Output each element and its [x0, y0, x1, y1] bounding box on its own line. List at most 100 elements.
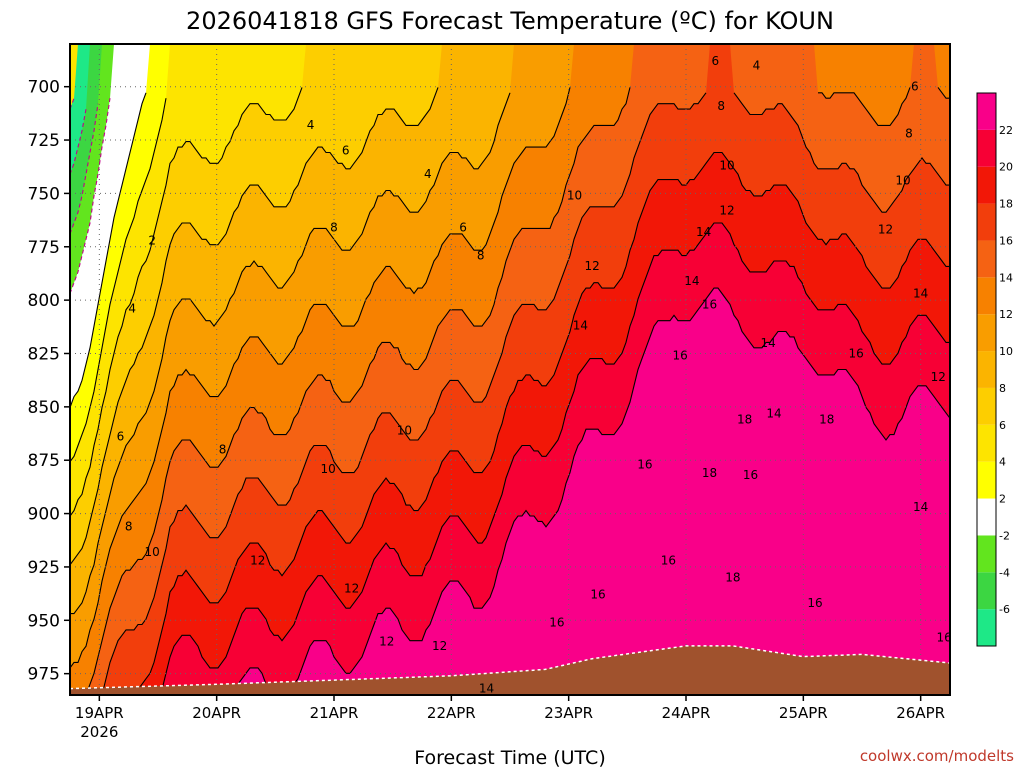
y-tick-label: 850: [28, 398, 60, 418]
x-tick-year-label: 2026: [80, 723, 118, 741]
colorbar-label: 18: [999, 198, 1013, 211]
isotherm-label: 16: [936, 630, 951, 644]
colorbar-label: 12: [999, 308, 1013, 321]
isotherm-line: [101, 92, 950, 695]
plot-frame: [69, 43, 951, 696]
isotherm-line: [70, 103, 99, 235]
isotherm-label: 4: [128, 302, 136, 316]
isotherm-label: 10: [895, 174, 910, 188]
colorbar-swatch: [977, 93, 996, 130]
isotherm-label: 8: [905, 127, 913, 141]
x-tick-label: 23APR: [544, 704, 593, 722]
colorbar-swatch: [977, 203, 996, 241]
isotherm-line: [70, 98, 111, 294]
isotherm-label: 14: [760, 336, 775, 350]
y-tick-label: 725: [28, 131, 60, 151]
isotherm-lines: [70, 87, 950, 695]
colorbar-legend: -6 -4 -2 2 4 6 8 10 12 14 16 18 20 22: [976, 92, 1013, 647]
isotherm-label: 12: [931, 370, 946, 384]
isotherm-label: 16: [549, 615, 564, 629]
colorbar-label: 4: [999, 456, 1006, 469]
colorbar-swatch: [977, 572, 996, 610]
isotherm-label: 16: [702, 297, 717, 311]
isotherm-label: 18: [702, 466, 717, 480]
y-tick-label: 925: [28, 558, 60, 578]
colorbar-label: 22: [999, 124, 1013, 137]
y-tick-label: 900: [28, 505, 60, 525]
isotherm-label: 8: [477, 248, 485, 262]
y-tick-label: 775: [28, 238, 60, 258]
colorbar-label: 20: [999, 161, 1013, 174]
isotherm-label: 12: [878, 223, 893, 237]
isotherm-label: 6: [459, 221, 467, 235]
y-axis: 700 725 750 775 800 825 850 875 900 925 950 975: [28, 78, 70, 685]
temperature-bands: [70, 44, 950, 695]
x-tick-label: 26APR: [896, 704, 945, 722]
y-tick-label: 875: [28, 451, 60, 471]
grid-lines: [70, 44, 950, 695]
isotherm-label: 10: [719, 159, 734, 173]
colorbar-label: 14: [999, 271, 1013, 284]
isotherm-label: 12: [344, 581, 359, 595]
isotherm-line: [70, 92, 511, 615]
isotherm-line: [70, 98, 167, 463]
isotherm-label: 14: [913, 287, 928, 301]
isotherm-label: 12: [379, 635, 394, 649]
isotherm-label: 16: [661, 554, 676, 568]
isotherm-label: 8: [330, 221, 338, 235]
y-tick-label: 950: [28, 611, 60, 631]
colorbar-label: 16: [999, 234, 1013, 247]
isotherm-label: 18: [737, 413, 752, 427]
isotherm-label: 2: [148, 233, 156, 247]
isotherm-line: [85, 87, 950, 695]
y-tick-label: 800: [28, 291, 60, 311]
isotherm-label: 8: [717, 99, 725, 113]
plot-area: [70, 44, 950, 695]
isotherm-label: 14: [766, 406, 781, 420]
colorbar-label: 2: [999, 493, 1006, 506]
isotherm-label: 10: [320, 462, 335, 476]
colorbar-swatch: [977, 387, 996, 425]
isotherm-label: 18: [725, 571, 740, 585]
credit-link[interactable]: coolwx.com/modelts: [860, 747, 1014, 765]
x-axis-title: Forecast Time (UTC): [414, 747, 605, 768]
isotherm-label: 16: [637, 457, 652, 471]
colorbar-swatch: [977, 351, 996, 388]
temperature-band: [70, 288, 950, 695]
colorbar-swatch: [977, 166, 996, 204]
x-tick-label: 22APR: [427, 704, 476, 722]
isotherm-label: 4: [753, 58, 761, 72]
isotherm-label: 10: [567, 189, 582, 203]
y-tick-label: 700: [28, 78, 60, 98]
colorbar-frame: [976, 92, 997, 647]
colorbar-swatch: [977, 535, 996, 573]
colorbar-label: -6: [999, 603, 1010, 616]
isotherm-label: 4: [424, 167, 432, 181]
terrain-surface: [70, 645, 950, 695]
isotherm-label: 18: [819, 413, 834, 427]
colorbar-swatch: [977, 424, 996, 462]
colorbar-swatch: [977, 277, 996, 315]
isotherm-line: [70, 87, 571, 669]
x-tick-label: 20APR: [192, 704, 241, 722]
isotherm-label: 14: [696, 225, 711, 239]
isotherm-label: 10: [397, 423, 412, 437]
isotherm-label: 12: [719, 203, 734, 217]
chart-title: 2026041818 GFS Forecast Temperature (ºC)…: [186, 7, 834, 35]
isotherm-line: [70, 87, 303, 517]
isotherm-label: 16: [743, 468, 758, 482]
x-tick-label: 19APR: [75, 704, 124, 722]
isotherm-label: 16: [590, 588, 605, 602]
y-tick-label: 825: [28, 344, 60, 364]
isotherm-line: [70, 92, 147, 408]
isotherm-label: 14: [684, 274, 699, 288]
colorbar-swatch: [977, 240, 996, 278]
isotherm-label: 12: [250, 554, 265, 568]
isotherm-label: 10: [144, 545, 159, 559]
isotherm-label: 8: [125, 519, 133, 533]
isotherm-label: 12: [584, 259, 599, 273]
colorbar-label: 6: [999, 419, 1006, 432]
isotherm-line: [121, 151, 950, 695]
colorbar-swatch: [977, 461, 996, 499]
